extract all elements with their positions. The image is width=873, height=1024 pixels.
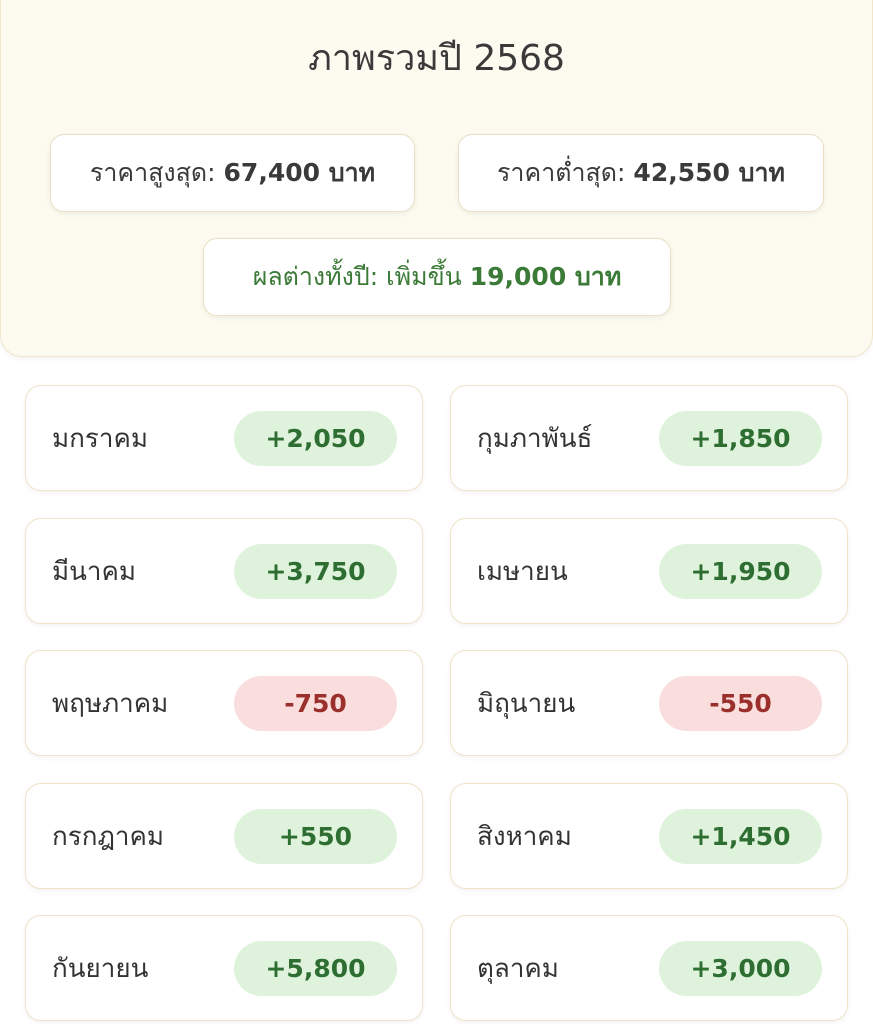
year-summary-card: ภาพรวมปี 2568 ราคาสูงสุด: 67,400 บาท ราค… [0, 0, 873, 357]
month-card: กุมภาพันธ์ +1,850 [450, 385, 848, 491]
month-name: กันยายน [52, 954, 149, 984]
change-badge: -750 [234, 676, 397, 731]
month-name: ตุลาคม [477, 954, 559, 984]
month-name: มกราคม [52, 424, 148, 454]
month-card: มิถุนายน -550 [450, 650, 848, 756]
change-badge: +2,050 [234, 411, 397, 466]
month-card: มกราคม +2,050 [25, 385, 423, 491]
month-card: สิงหาคม +1,450 [450, 782, 848, 889]
change-badge: +5,800 [234, 941, 397, 996]
change-badge: +550 [234, 808, 397, 864]
min-price-value: 42,550 บาท [633, 158, 785, 187]
month-name: กรกฎาคม [52, 821, 165, 852]
max-price-box: ราคาสูงสุด: 67,400 บาท [50, 134, 415, 212]
month-name: สิงหาคม [477, 821, 572, 852]
change-badge: +1,950 [659, 543, 822, 599]
month-card: ตุลาคม +3,000 [450, 915, 848, 1021]
summary-title: ภาพรวมปี 2568 [308, 38, 565, 79]
month-card: เมษายน +1,950 [450, 517, 848, 624]
change-badge: +1,850 [659, 411, 822, 466]
max-price-label: ราคาสูงสุด: [89, 158, 216, 187]
max-price-value: 67,400 บาท [223, 158, 376, 187]
change-badge: -550 [659, 676, 822, 731]
month-card: มีนาคม +3,750 [25, 517, 423, 624]
year-diff-label: ผลต่างทั้งปี: เพิ่มขึ้น [252, 262, 462, 291]
month-name: เมษายน [477, 556, 568, 587]
month-name: มิถุนายน [477, 689, 576, 719]
month-name: มีนาคม [52, 556, 137, 587]
month-name: กุมภาพันธ์ [477, 424, 593, 454]
min-price-box: ราคาต่ำสุด: 42,550 บาท [458, 134, 824, 212]
month-card: พฤษภาคม -750 [25, 650, 423, 756]
change-badge: +3,750 [234, 543, 397, 599]
year-diff-box: ผลต่างทั้งปี: เพิ่มขึ้น 19,000 บาท [203, 238, 671, 316]
year-diff-value: 19,000 บาท [469, 262, 622, 291]
month-name: พฤษภาคม [52, 689, 169, 719]
min-price-label: ราคาต่ำสุด: [497, 158, 626, 187]
month-card: กรกฎาคม +550 [25, 782, 423, 889]
change-badge: +1,450 [659, 808, 822, 864]
change-badge: +3,000 [659, 941, 822, 996]
month-card: กันยายน +5,800 [25, 915, 423, 1021]
